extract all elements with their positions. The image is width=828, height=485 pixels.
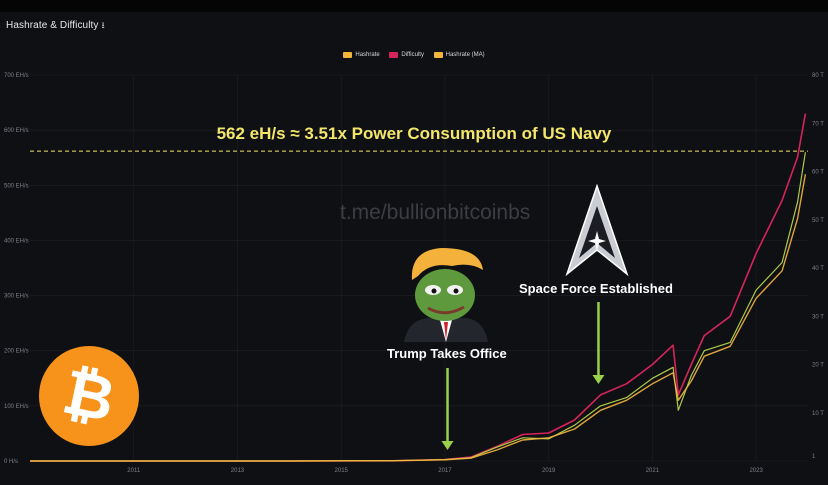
space-force-star-icon (588, 231, 606, 251)
legend-item-hashrate[interactable]: Hashrate (343, 52, 380, 59)
bitcoin-logo-icon: ₿ (39, 346, 139, 446)
legend-swatch-difficulty (389, 52, 399, 58)
legend-label-hashrate-ma: Hashrate (MA) (445, 52, 485, 58)
y-left-tick-label: 300 EH/s (4, 294, 29, 300)
y-left-tick-label: 600 EH/s (4, 128, 29, 134)
arrow-space-force-established-head (592, 375, 605, 384)
legend-swatch-hashrate-ma (433, 52, 443, 58)
y-right-tick-label: 40 T (812, 266, 824, 272)
pepe-pupil-left (431, 288, 437, 294)
y-left-tick-label: 400 EH/s (4, 238, 29, 244)
series-line-hashrate (30, 152, 806, 462)
y-left-tick-label: 100 EH/s (4, 404, 29, 410)
x-tick-label: 2017 (438, 468, 452, 474)
y-right-tick-label: 50 T (812, 218, 824, 224)
y-left-tick-label: 700 EH/s (4, 73, 29, 79)
x-tick-label: 2021 (646, 468, 660, 474)
series-line-hashrate-ma (30, 174, 807, 462)
annotation-space-force-established: Space Force Established (519, 281, 673, 296)
pepe-pupil-right (453, 288, 459, 294)
pepe-tie (444, 322, 448, 340)
pepe-hair (411, 248, 483, 280)
y-right-tick-label: 1 (812, 454, 816, 460)
y-right-tick-label: 30 T (812, 314, 824, 320)
arrow-trump-takes-office-head (441, 441, 454, 450)
x-tick-label: 2015 (335, 468, 349, 474)
pepe-trump-meme-icon (404, 248, 488, 342)
chart-panel: Hashrate & Difficulty ⭳ Hashrate Difficul… (0, 12, 828, 485)
chart-title: Hashrate & Difficulty ⭳ (6, 18, 105, 34)
y-left-tick-label: 200 EH/s (4, 349, 29, 355)
chart-title-text: Hashrate & Difficulty (6, 20, 99, 31)
watermark-text: t.me/bullionbitcoinbs (340, 201, 531, 224)
chart-legend: Hashrate Difficulty Hashrate (MA) (0, 52, 828, 59)
y-left-tick-label: 500 EH/s (4, 183, 29, 189)
y-right-tick-label: 70 T (812, 121, 824, 127)
x-tick-label: 2011 (127, 468, 141, 474)
x-tick-label: 2019 (542, 468, 556, 474)
headline-annotation: 562 eH/s ≈ 3.51x Power Consumption of US… (216, 124, 612, 143)
legend-swatch-hashrate (343, 52, 353, 58)
download-icon[interactable]: ⭳ (101, 20, 105, 30)
legend-label-difficulty: Difficulty (401, 52, 424, 58)
legend-item-hashrate-ma[interactable]: Hashrate (MA) (433, 52, 485, 59)
bitcoin-glyph: ₿ (56, 354, 122, 437)
y-right-tick-label: 10 T (812, 411, 824, 417)
legend-label-hashrate: Hashrate (355, 52, 380, 58)
annotation-trump-takes-office: Trump Takes Office (387, 346, 507, 361)
x-tick-label: 2013 (231, 468, 245, 474)
legend-item-difficulty[interactable]: Difficulty (389, 52, 424, 59)
y-left-tick-label: 0 H/s (4, 459, 18, 465)
pepe-mouth (427, 305, 465, 315)
y-right-tick-label: 20 T (812, 363, 824, 369)
y-right-tick-label: 80 T (812, 73, 824, 79)
x-tick-label: 2023 (749, 468, 763, 474)
y-right-tick-label: 60 T (812, 170, 824, 176)
